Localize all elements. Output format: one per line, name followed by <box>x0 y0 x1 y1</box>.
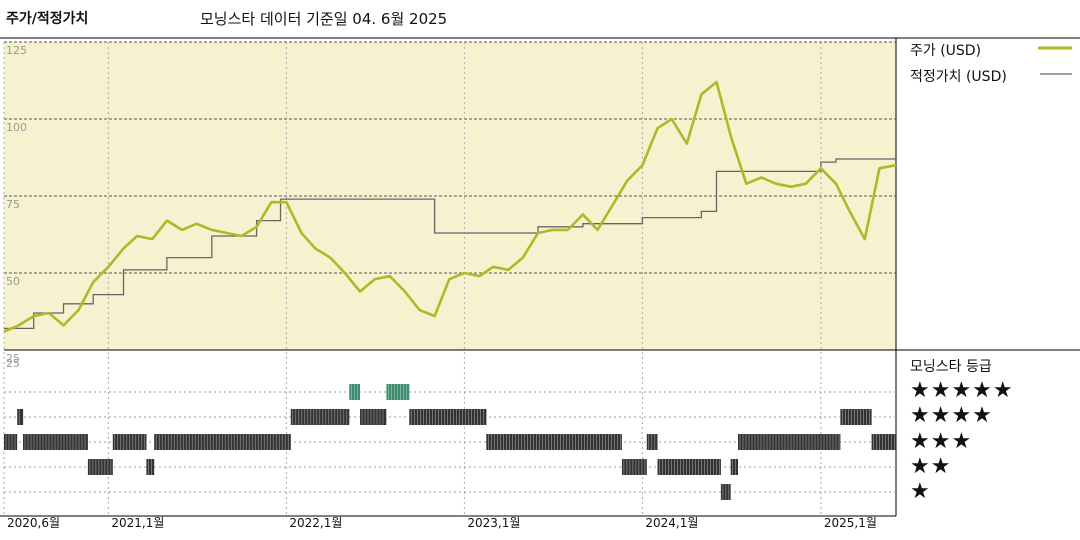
x-tick-label: 2023,1월 <box>467 516 520 530</box>
x-tick-label: 2022,1월 <box>289 516 342 530</box>
x-tick-label: 2025,1월 <box>824 516 877 530</box>
rating-y-label: 25 <box>6 357 20 370</box>
rating-period-bar <box>840 409 872 425</box>
y-tick-label: 125 <box>6 44 27 57</box>
x-axis-ticks: 2020,6월 2021,1월 2022,1월 2023,1월 2024,1월 2025,… <box>7 516 877 530</box>
rating-5-stars: ★★★★★ <box>910 378 1014 403</box>
rating-period-bar <box>349 384 360 400</box>
rating-period-bar <box>386 384 410 400</box>
legend-fair-value-label: 적정가치 (USD) <box>910 69 1007 85</box>
data-date-subtitle: 모닝스타 데이터 기준일 04. 6월 2025 <box>200 10 448 28</box>
y-tick-label: 25 <box>6 352 20 365</box>
rating-period-bar <box>360 409 387 425</box>
rating-period-bar <box>646 434 658 450</box>
rating-period-bar <box>738 434 841 450</box>
rating-period-bar <box>146 459 155 475</box>
legend-price-label: 주가 (USD) <box>910 43 982 59</box>
rating-2-stars: ★★ <box>910 454 952 479</box>
rating-1-star: ★ <box>910 479 931 504</box>
chart-header-title: 주가/적정가치 <box>6 11 89 27</box>
rating-period-bar <box>87 459 113 475</box>
y-tick-label: 50 <box>6 275 20 288</box>
rating-3-stars: ★★★ <box>910 429 973 454</box>
rating-period-bar <box>17 409 24 425</box>
price-series-line <box>3 80 897 333</box>
y-axis-ticks: 25 50 75 100 125 <box>6 44 27 365</box>
fair-value-series-line <box>4 158 896 330</box>
rating-4-stars: ★★★★ <box>910 403 993 428</box>
rating-period-bar <box>871 434 896 450</box>
y-tick-label: 100 <box>6 121 27 134</box>
rating-period-bar <box>621 459 647 475</box>
rating-history-bars <box>4 384 896 500</box>
rating-period-bar <box>4 434 18 450</box>
rating-period-bar <box>730 459 738 475</box>
rating-panel-title: 모닝스타 등급 <box>910 359 992 375</box>
x-tick-label: 2024,1월 <box>645 516 698 530</box>
rating-period-bar <box>23 434 88 450</box>
x-tick-label: 2020,6월 <box>7 516 60 530</box>
x-tick-label: 2021,1월 <box>111 516 164 530</box>
y-tick-label: 75 <box>6 198 20 211</box>
rating-period-bar <box>409 409 487 425</box>
